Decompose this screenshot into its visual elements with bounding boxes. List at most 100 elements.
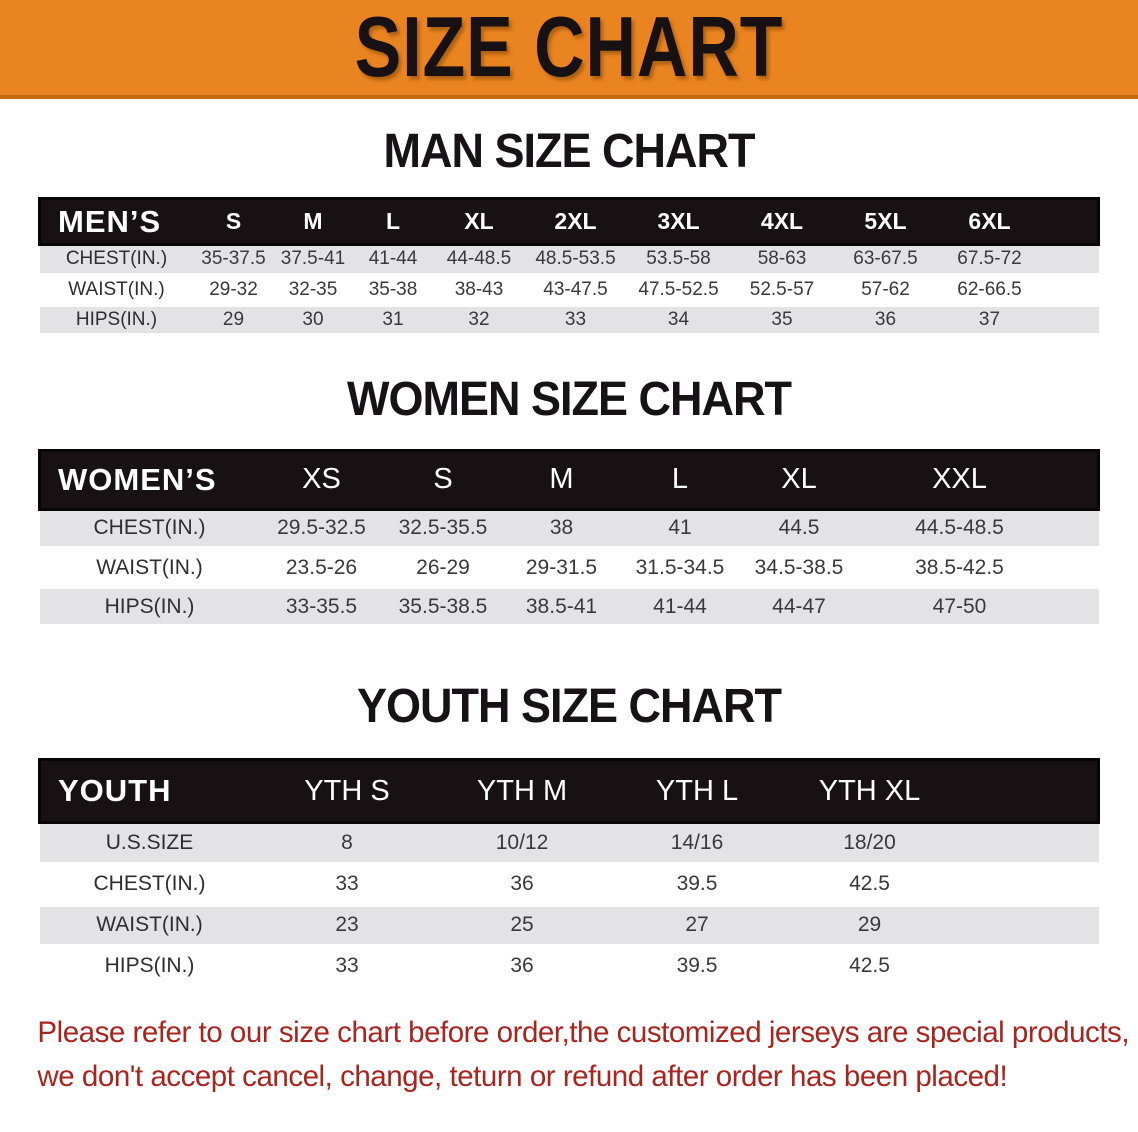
- table-row: HIPS(IN.) 29 30 31 32 33 34 35 36 37: [39, 304, 1099, 335]
- table-cell: 42.5: [849, 872, 890, 895]
- column-header: 5XL: [833, 197, 938, 246]
- column-header: YTH L: [609, 758, 785, 824]
- men-size-table: MEN’S S M L XL 2XL 3XL 4XL 5XL 6XL CHEST(IN.) 35-3…: [38, 197, 1100, 337]
- table-row: WAIST(IN.) 29-32 32-35 35-38 38-43 43-47.5 47.…: [39, 275, 1099, 305]
- table-row: WAIST(IN.) 23 25 27 29: [39, 904, 1099, 946]
- row-label: CHEST(IN.): [65, 248, 168, 270]
- table-title: YOUTH: [38, 758, 260, 824]
- table-cell: 32-35: [288, 278, 338, 300]
- table-header-row: YOUTH YTH S YTH M YTH L YTH XL: [38, 758, 1100, 824]
- column-header: 6XL: [937, 197, 1042, 246]
- table-cell: 33: [335, 954, 359, 977]
- table-cell: 35.5-38.5: [398, 594, 488, 618]
- table-cell: 41-44: [368, 248, 418, 270]
- row-label: WAIST(IN.): [96, 555, 203, 579]
- table-cell: 37: [978, 308, 1001, 330]
- table-cell: 57-62: [861, 278, 910, 300]
- table-cell: 10/12: [495, 830, 549, 854]
- table-cell: 29: [222, 308, 245, 330]
- table-cell: 32.5-35.5: [398, 516, 488, 540]
- row-spacer: [955, 823, 1099, 864]
- column-header: 2XL: [524, 197, 627, 246]
- column-header: M: [502, 448, 621, 511]
- table-cell: 63-67.5: [853, 248, 918, 270]
- youth-size-table: YOUTH YTH S YTH M YTH L YTH XL U.S.SIZE 8 10/1…: [38, 758, 1100, 989]
- row-label: HIPS(IN.): [75, 308, 158, 330]
- row-label: HIPS(IN.): [104, 954, 195, 977]
- row-spacer: [955, 905, 1099, 946]
- table-cell: 23.5-26: [285, 555, 358, 579]
- table-cell: 38.5-41: [525, 594, 598, 618]
- table-cell: 62-66.5: [957, 278, 1022, 300]
- table-cell: 23: [335, 913, 359, 936]
- table-cell: 34.5-38.5: [754, 555, 844, 579]
- table-cell: 35-38: [368, 278, 418, 300]
- table-row: CHEST(IN.) 33 36 39.5 42.5: [39, 864, 1099, 905]
- table-row: CHEST(IN.) 29.5-32.5 32.5-35.5 38 41 44.5 44.5…: [39, 509, 1099, 548]
- header-spacer: [1060, 448, 1100, 511]
- women-size-table: WOMEN’S XS S M L XL XXL CHEST(IN.) 29.5-32.5 32.…: [38, 448, 1100, 629]
- table-cell: 33-35.5: [285, 594, 358, 618]
- column-header: S: [193, 197, 274, 246]
- table-cell: 53.5-58: [646, 248, 711, 270]
- table-header-row: WOMEN’S XS S M L XL XXL: [38, 448, 1100, 511]
- table-title: MEN’S: [38, 197, 194, 246]
- table-cell: 38.5-42.5: [915, 555, 1004, 579]
- table-cell: 33: [335, 872, 359, 895]
- row-label: WAIST(IN.): [96, 913, 203, 936]
- table-cell: 31: [382, 308, 404, 330]
- row-spacer: [1042, 245, 1099, 275]
- table-cell: 29.5-32.5: [277, 516, 366, 540]
- table-cell: 36: [510, 954, 534, 977]
- disclaimer-note: Please refer to our size chart before or…: [0, 1011, 1130, 1099]
- table-row: WAIST(IN.) 23.5-26 26-29 29-31.5 31.5-34.5 34…: [39, 548, 1099, 587]
- column-header: L: [352, 197, 434, 246]
- table-cell: 43-47.5: [543, 278, 608, 300]
- table-cell: 35: [771, 308, 793, 330]
- row-spacer: [955, 946, 1099, 987]
- table-cell: 47.5-52.5: [638, 278, 719, 300]
- table-cell: 44-48.5: [446, 248, 512, 270]
- table-row: CHEST(IN.) 35-37.5 37.5-41 41-44 44-48.5 48.5…: [39, 244, 1099, 275]
- table-cell: 34: [667, 308, 690, 330]
- column-header: XL: [433, 197, 525, 246]
- table-cell: 26-29: [416, 555, 470, 579]
- table-cell: 37.5-41: [280, 248, 346, 270]
- table-cell: 33: [564, 308, 587, 330]
- banner-title: SIZE CHART: [354, 0, 784, 96]
- table-cell: 47-50: [932, 594, 987, 618]
- table-cell: 38: [549, 516, 574, 540]
- row-spacer: [1061, 509, 1099, 548]
- table-cell: 44.5: [778, 516, 820, 540]
- women-section-heading: WOMEN SIZE CHART: [347, 370, 792, 426]
- table-cell: 39.5: [676, 954, 718, 977]
- row-label: CHEST(IN.): [93, 516, 206, 540]
- table-cell: 32: [468, 308, 490, 330]
- column-header: 3XL: [626, 197, 731, 246]
- table-cell: 41-44: [653, 594, 707, 618]
- table-cell: 36: [874, 308, 897, 330]
- table-cell: 48.5-53.5: [535, 248, 616, 270]
- table-cell: 42.5: [849, 954, 890, 977]
- disclaimer-line-2: we don't accept cancel, change, teturn o…: [37, 1059, 1008, 1093]
- table-cell: 29-32: [209, 278, 258, 300]
- disclaimer-line-1: Please refer to our size chart before or…: [37, 1015, 1130, 1049]
- table-cell: 14/16: [670, 830, 724, 854]
- table-cell: 18/20: [843, 830, 896, 854]
- column-header: M: [273, 197, 353, 246]
- youth-section-heading: YOUTH SIZE CHART: [356, 677, 782, 733]
- table-cell: 38-43: [454, 278, 504, 300]
- column-header: XXL: [858, 448, 1061, 511]
- table-cell: 35-37.5: [201, 248, 266, 270]
- man-section-heading: MAN SIZE CHART: [383, 122, 756, 178]
- column-header: XL: [739, 448, 859, 511]
- table-cell: 39.5: [676, 872, 718, 895]
- table-title: WOMEN’S: [38, 448, 260, 511]
- table-cell: 8: [341, 830, 353, 854]
- table-cell: 41: [668, 516, 692, 540]
- column-header: L: [620, 448, 740, 511]
- table-header-row: MEN’S S M L XL 2XL 3XL 4XL 5XL 6XL: [38, 197, 1100, 246]
- table-cell: 25: [510, 913, 534, 936]
- column-header: XS: [259, 448, 384, 511]
